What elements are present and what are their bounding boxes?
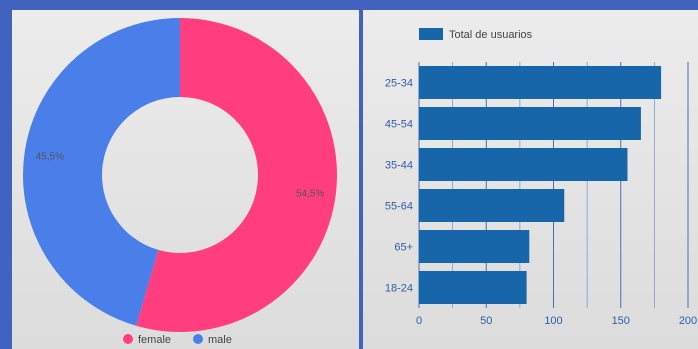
bar-chart: 25-34 45-54 35-44 55-64 65+ 18-24 0 50 100 150 200… [385,28,697,327]
legend-marker-male [193,334,203,344]
bar-chart-panel: 25-34 45-54 35-44 55-64 65+ 18-24 0 50 100 150 200… [363,10,698,349]
category-label-25-34: 25-34 [385,78,413,90]
bar-55-64 [419,189,565,222]
category-label-55-64: 55-64 [385,201,413,213]
legend-label-male: male [208,334,232,346]
donut-chart: 54,5% 45,5% female male [23,18,338,346]
legend-label-series: Total de usuarios [449,29,533,41]
bar-18-24 [419,271,527,304]
legend-marker-series [419,28,443,40]
bar-25-34 [419,66,662,99]
category-label-45-54: 45-54 [385,119,413,131]
bar-65+ [419,230,530,263]
donut-chart-panel: 54,5% 45,5% female male [12,10,359,349]
x-tick-label: 0 [416,315,422,327]
category-label-65+: 65+ [394,242,413,254]
category-label-18-24: 18-24 [385,283,413,295]
donut-label-female: 54,5% [296,189,324,200]
bar-35-44 [419,148,628,181]
x-tick-label: 150 [612,315,630,327]
x-tick-label: 100 [544,315,562,327]
legend-label-female: female [138,334,171,346]
donut-label-male: 45,5% [36,151,64,162]
x-tick-label: 50 [480,315,492,327]
category-label-35-44: 35-44 [385,160,413,172]
donut-slice-male [23,18,180,326]
bar-45-54 [419,107,641,140]
donut-slice-female [136,18,338,332]
legend-marker-female [123,334,133,344]
x-tick-label: 200 [679,315,697,327]
